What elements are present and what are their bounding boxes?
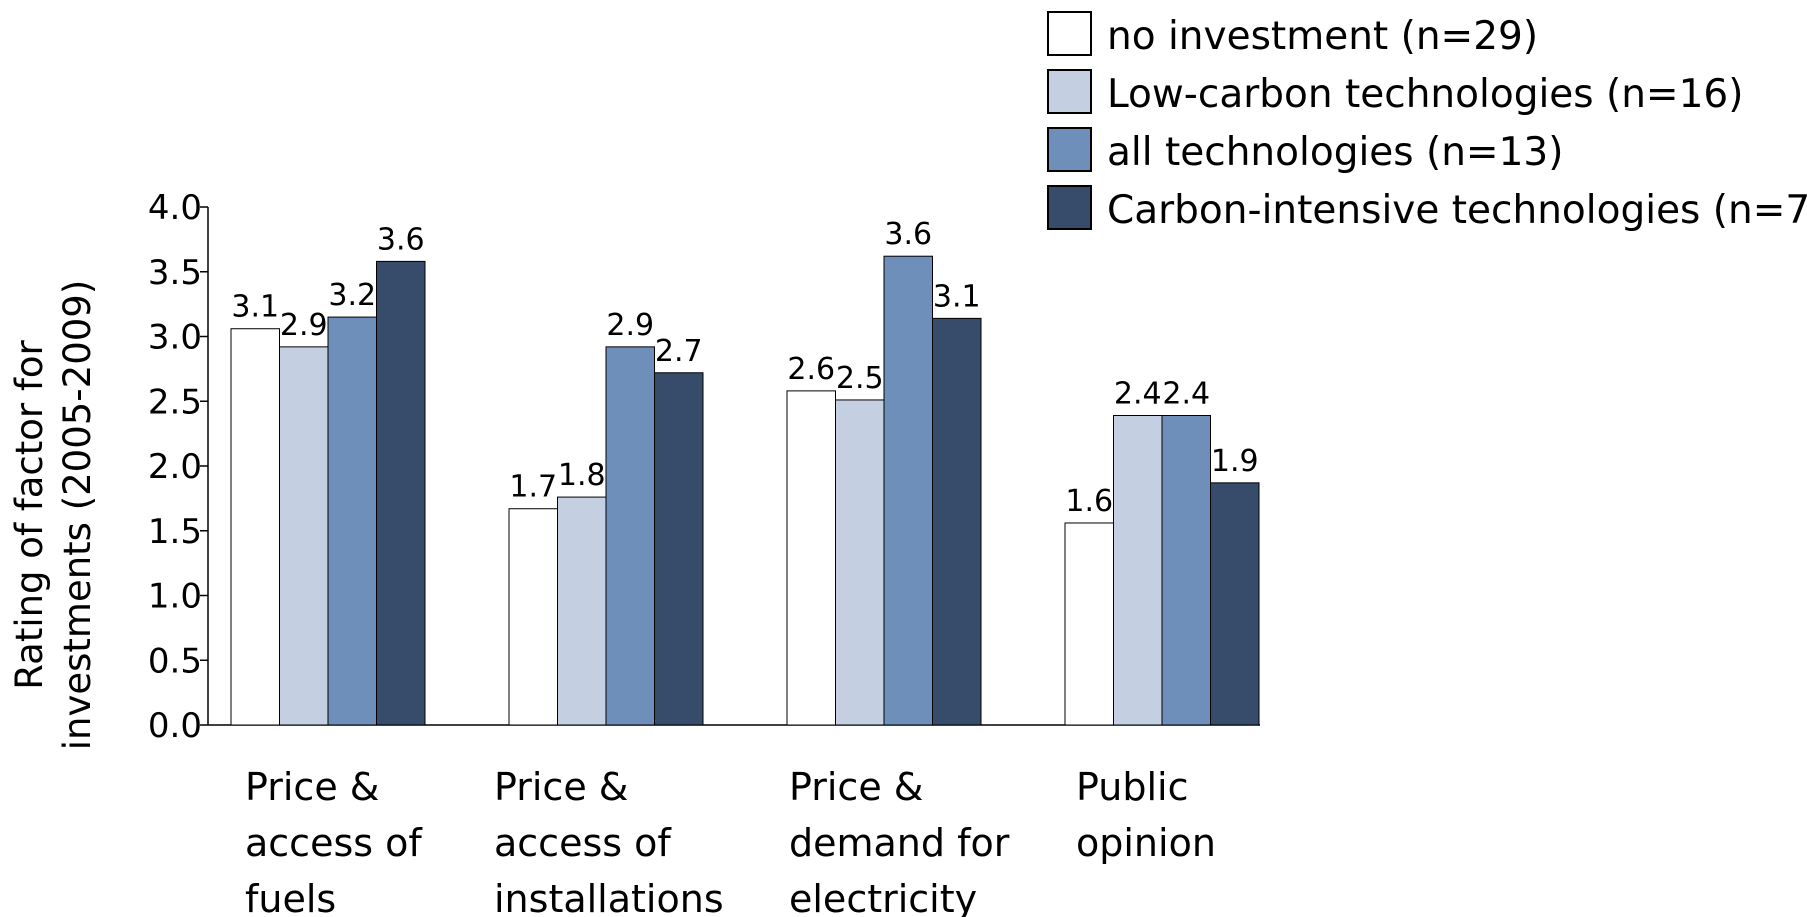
y-tick-label: 0.5 bbox=[148, 641, 202, 681]
legend-swatch bbox=[1047, 127, 1092, 172]
y-tick-label: 3.5 bbox=[148, 253, 202, 293]
y-tick-label: 1.0 bbox=[148, 577, 202, 617]
bar bbox=[1113, 414, 1163, 726]
y-tick-label: 0.0 bbox=[148, 706, 202, 746]
y-tick-label: 1.5 bbox=[148, 512, 202, 552]
y-tick-label: 4.0 bbox=[148, 188, 202, 228]
bar bbox=[230, 328, 280, 726]
bar bbox=[557, 496, 607, 726]
data-label: 3.6 bbox=[377, 222, 425, 257]
legend-label: no investment (n=29) bbox=[1107, 14, 1538, 59]
bar bbox=[932, 317, 982, 726]
legend-label: Low-carbon technologies (n=16) bbox=[1107, 72, 1743, 117]
bar bbox=[835, 399, 885, 726]
legend-swatch bbox=[1047, 11, 1092, 56]
data-label: 2.4 bbox=[1114, 376, 1162, 411]
x-tick-label: Price & access of fuels bbox=[245, 765, 423, 917]
legend-swatch bbox=[1047, 69, 1092, 114]
bar bbox=[327, 316, 377, 726]
legend-label: Carbon-intensive technologies (n=7) bbox=[1107, 188, 1807, 233]
data-label: 2.9 bbox=[280, 308, 328, 343]
data-label: 3.1 bbox=[231, 290, 279, 325]
bar bbox=[1064, 522, 1114, 726]
x-tick-label: Price & access of installations bbox=[494, 765, 724, 917]
data-label: 2.7 bbox=[655, 334, 703, 369]
bar bbox=[605, 346, 655, 726]
x-tick-label: Price & demand for electricity bbox=[789, 765, 1010, 917]
data-label: 3.1 bbox=[933, 279, 981, 314]
data-label: 3.6 bbox=[884, 217, 932, 252]
data-label: 1.9 bbox=[1211, 444, 1259, 479]
data-label: 2.9 bbox=[606, 308, 654, 343]
data-label: 2.4 bbox=[1162, 376, 1210, 411]
data-label: 2.6 bbox=[787, 352, 835, 387]
data-label: 2.5 bbox=[836, 361, 884, 396]
bar bbox=[1210, 482, 1260, 726]
data-label: 1.6 bbox=[1065, 484, 1113, 519]
y-tick-label: 3.0 bbox=[148, 318, 202, 358]
bar bbox=[786, 390, 836, 726]
bar bbox=[508, 508, 558, 726]
legend-swatch bbox=[1047, 185, 1092, 230]
data-label: 1.8 bbox=[558, 458, 606, 493]
data-label: 1.7 bbox=[509, 470, 557, 505]
y-tick-label: 2.0 bbox=[148, 447, 202, 487]
bar bbox=[376, 260, 426, 726]
y-axis-title: Rating of factor for investments (2005-20… bbox=[8, 280, 99, 751]
y-tick-label: 2.5 bbox=[148, 382, 202, 422]
bar bbox=[279, 346, 329, 726]
x-tick-label: Public opinion bbox=[1076, 765, 1216, 865]
bar bbox=[654, 372, 704, 726]
bar bbox=[1161, 414, 1211, 726]
bar bbox=[883, 255, 933, 726]
legend-label: all technologies (n=13) bbox=[1107, 130, 1563, 175]
data-label: 3.2 bbox=[328, 278, 376, 313]
